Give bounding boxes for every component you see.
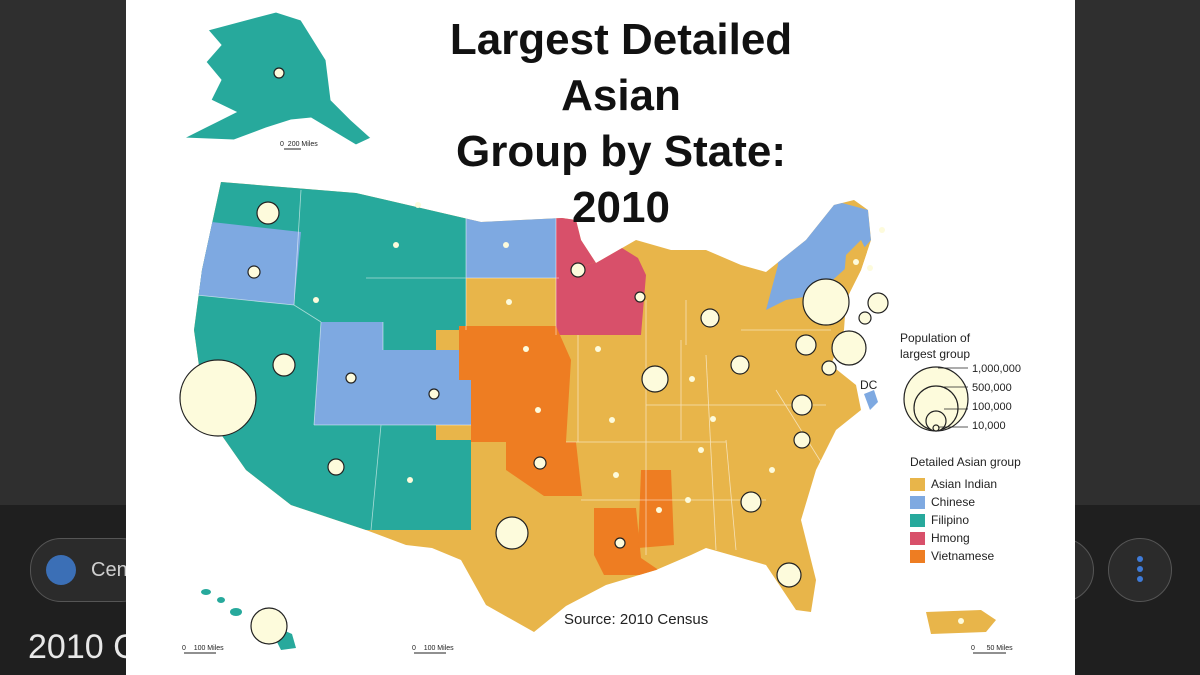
map-graphic xyxy=(179,11,1006,654)
bubble-florida xyxy=(776,562,802,588)
legend-label: Vietnamese xyxy=(931,549,995,563)
bubble-pennsylvania xyxy=(795,334,817,356)
source-chip-label: Cen xyxy=(91,559,128,581)
legend-item: Filipino xyxy=(910,511,1021,529)
map-title: Largest Detailed Asian Group by State: 2… xyxy=(416,12,826,236)
image-viewer[interactable]: Largest Detailed Asian Group by State: 2… xyxy=(126,0,1075,675)
bubble-north-carolina xyxy=(793,431,811,449)
legend-swatch xyxy=(910,477,925,491)
population-legend-leaders xyxy=(938,367,968,428)
population-legend-value: 100,000 xyxy=(972,401,1012,413)
legend-label: Chinese xyxy=(931,495,976,509)
bubble-louisiana xyxy=(614,537,626,549)
bubble-hawaii xyxy=(250,607,288,645)
population-legend-title-line2: largest group xyxy=(900,347,971,361)
bubble-arizona xyxy=(327,458,345,476)
legend-label: Filipino xyxy=(931,513,970,527)
legend-label: Asian Indian xyxy=(931,477,998,491)
bubble-colorado xyxy=(428,388,440,400)
alaska-shape xyxy=(183,11,372,146)
bubble-georgia xyxy=(740,491,762,513)
bubble-alaska xyxy=(273,67,285,79)
scale-alaska: 0 200 Miles xyxy=(280,141,318,148)
legend-swatch xyxy=(910,513,925,527)
bubble-new-jersey xyxy=(831,330,867,366)
more-options-button[interactable] xyxy=(1108,538,1172,602)
population-legend-values: 1,000,000 500,000 100,000 10,000 xyxy=(972,362,1021,438)
bubble-michigan xyxy=(700,308,720,328)
legend-item: Vietnamese xyxy=(910,547,1021,565)
legend-label: Hmong xyxy=(931,531,970,545)
bubble-oklahoma xyxy=(533,456,547,470)
population-legend-circles xyxy=(903,366,969,432)
bubble-new-york xyxy=(802,278,850,326)
bubble-maryland xyxy=(821,360,837,376)
bubble-california xyxy=(179,359,257,437)
legend-swatch xyxy=(910,531,925,545)
result-title: 2010 C xyxy=(28,628,138,666)
bubble-texas xyxy=(495,516,529,550)
scale-puerto-rico: 0 50 Miles xyxy=(971,645,1013,652)
more-vert-icon xyxy=(1136,556,1144,586)
population-legend-title-line1: Population of xyxy=(900,331,971,345)
population-legend-title: Population of largest group xyxy=(900,330,970,362)
bubble-utah xyxy=(345,372,357,384)
bubble-wisconsin xyxy=(634,291,646,303)
population-legend-value: 1,000,000 xyxy=(972,363,1021,375)
legend-swatch xyxy=(910,495,925,509)
bubble-massachusetts xyxy=(867,292,889,314)
group-legend-title: Detailed Asian group xyxy=(910,455,1021,469)
legend-item: Asian Indian xyxy=(910,475,1021,493)
bubble-minnesota xyxy=(570,262,586,278)
scale-hawaii: 0 100 Miles xyxy=(182,645,224,652)
legend-item: Hmong xyxy=(910,529,1021,547)
dc-label: DC xyxy=(860,378,878,392)
legend-item: Chinese xyxy=(910,493,1021,511)
bubble-washington xyxy=(256,201,280,225)
globe-icon xyxy=(46,555,76,585)
small-state-dots xyxy=(313,202,964,624)
bubble-connecticut xyxy=(858,311,872,325)
bubble-illinois xyxy=(641,365,669,393)
population-legend-value: 10,000 xyxy=(972,420,1006,432)
legend-swatch xyxy=(910,549,925,563)
map-title-line2: Group by State: 2010 xyxy=(455,127,787,232)
bubble-oregon xyxy=(247,265,261,279)
map-title-line1: Largest Detailed Asian xyxy=(449,15,793,120)
source-note: Source: 2010 Census xyxy=(564,611,709,628)
dc-shape xyxy=(864,390,878,410)
scale-lower48: 0 100 Miles xyxy=(412,645,454,652)
population-legend-value: 500,000 xyxy=(972,382,1012,394)
bubble-ohio xyxy=(730,355,750,375)
bubble-nevada xyxy=(272,353,296,377)
scale-bars xyxy=(184,148,1006,654)
population-bubbles xyxy=(179,67,889,645)
bubble-virginia xyxy=(791,394,813,416)
group-legend: Detailed Asian group Asian Indian Chines… xyxy=(910,455,1021,565)
